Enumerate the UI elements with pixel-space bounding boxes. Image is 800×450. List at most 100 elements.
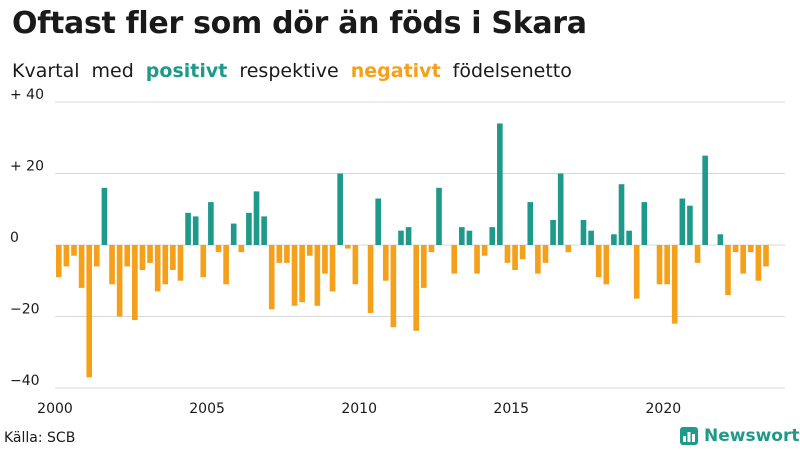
bar: [550, 219, 556, 245]
bar: [512, 245, 518, 271]
y-tick-label: + 20: [10, 159, 44, 175]
bar: [63, 245, 70, 267]
bar: [694, 245, 701, 263]
source-note: Källa: SCB: [4, 430, 76, 446]
bar: [147, 245, 153, 263]
x-tick-label: 2015: [493, 401, 529, 417]
bar: [162, 245, 169, 285]
bar: [124, 245, 131, 267]
bar: [618, 184, 625, 245]
bar: [132, 245, 138, 321]
bar: [747, 245, 754, 253]
bar: [367, 245, 374, 313]
bar: [413, 245, 420, 331]
bar: [664, 245, 670, 285]
y-tick-label: −20: [10, 302, 40, 318]
bar: [329, 245, 336, 292]
bar: [405, 227, 412, 245]
bar: [177, 245, 184, 281]
bar: [671, 245, 678, 324]
bar: [268, 245, 275, 310]
bar: [420, 245, 427, 288]
chart-title: Oftast fler som dör än föds i Skara: [12, 6, 587, 41]
bar: [344, 245, 351, 249]
bar: [139, 245, 146, 271]
bar: [474, 245, 480, 274]
bar: [633, 245, 640, 299]
bar: [352, 245, 359, 285]
x-tick-label: 2000: [37, 401, 73, 417]
bar: [390, 245, 397, 328]
bar: [101, 187, 108, 245]
bar: [725, 245, 731, 296]
y-tick-label: + 40: [10, 87, 44, 103]
bar: [382, 245, 389, 281]
brand-name: Newsworthy: [704, 426, 800, 446]
bar: [641, 202, 648, 245]
bar: [291, 245, 298, 306]
subtitle-word: födelsenetto: [452, 60, 572, 82]
bar-chart: + 40 + 20 0 −20 −40 2000 2005 2010 2015 2020: [10, 87, 785, 417]
x-tick-label: 2005: [189, 401, 225, 417]
bar: [481, 245, 488, 256]
bar: [580, 219, 587, 245]
legend-positive: positivt: [145, 60, 228, 82]
x-tick-label: 2010: [341, 401, 377, 417]
bar: [55, 245, 62, 278]
subtitle-word: Kvartal: [12, 60, 80, 82]
bar: [215, 245, 222, 253]
bar: [116, 245, 123, 317]
bar: [299, 245, 305, 303]
y-tick-label: 0: [10, 230, 19, 246]
bar: [154, 245, 161, 292]
bar: [687, 205, 693, 245]
bar: [732, 245, 739, 253]
bar: [542, 245, 549, 263]
bar: [246, 212, 252, 245]
bar: [208, 202, 214, 245]
y-tick-label: −40: [10, 373, 40, 389]
bar: [276, 245, 283, 263]
bar: [679, 198, 686, 245]
bar: [626, 230, 632, 245]
bar: [504, 245, 511, 263]
bar: [565, 245, 572, 253]
bar: [238, 245, 245, 253]
bar-chart-logo-icon: [680, 427, 698, 445]
bar: [557, 173, 564, 245]
bar: [436, 187, 442, 245]
bar: [71, 245, 77, 256]
bar: [223, 245, 229, 285]
chart-subtitle: Kvartal med positivt respektive negativt föde…: [12, 60, 584, 82]
bar: [337, 173, 343, 245]
bar: [398, 230, 404, 245]
bar: [428, 245, 435, 253]
legend-negative: negativt: [350, 60, 441, 82]
bar: [466, 230, 473, 245]
bar: [261, 216, 267, 245]
bar: [306, 245, 313, 256]
bar: [375, 198, 381, 245]
brand-logo: Newsworthy: [680, 426, 800, 446]
bar: [656, 245, 663, 285]
bar: [588, 230, 594, 245]
bar: [284, 245, 290, 263]
bar: [611, 234, 617, 245]
bar: [527, 202, 534, 245]
bar: [497, 123, 503, 245]
bar: [535, 245, 541, 274]
bar: [185, 212, 191, 245]
bar: [322, 245, 328, 274]
bar: [740, 245, 746, 274]
bar: [451, 245, 458, 274]
bar: [78, 245, 85, 288]
bar: [595, 245, 602, 278]
bar: [702, 155, 708, 245]
bar: [94, 245, 100, 267]
bar: [192, 216, 199, 245]
bar: [230, 223, 237, 245]
bar: [755, 245, 762, 281]
bar: [253, 191, 260, 245]
bar: [717, 234, 724, 245]
bar: [519, 245, 526, 260]
